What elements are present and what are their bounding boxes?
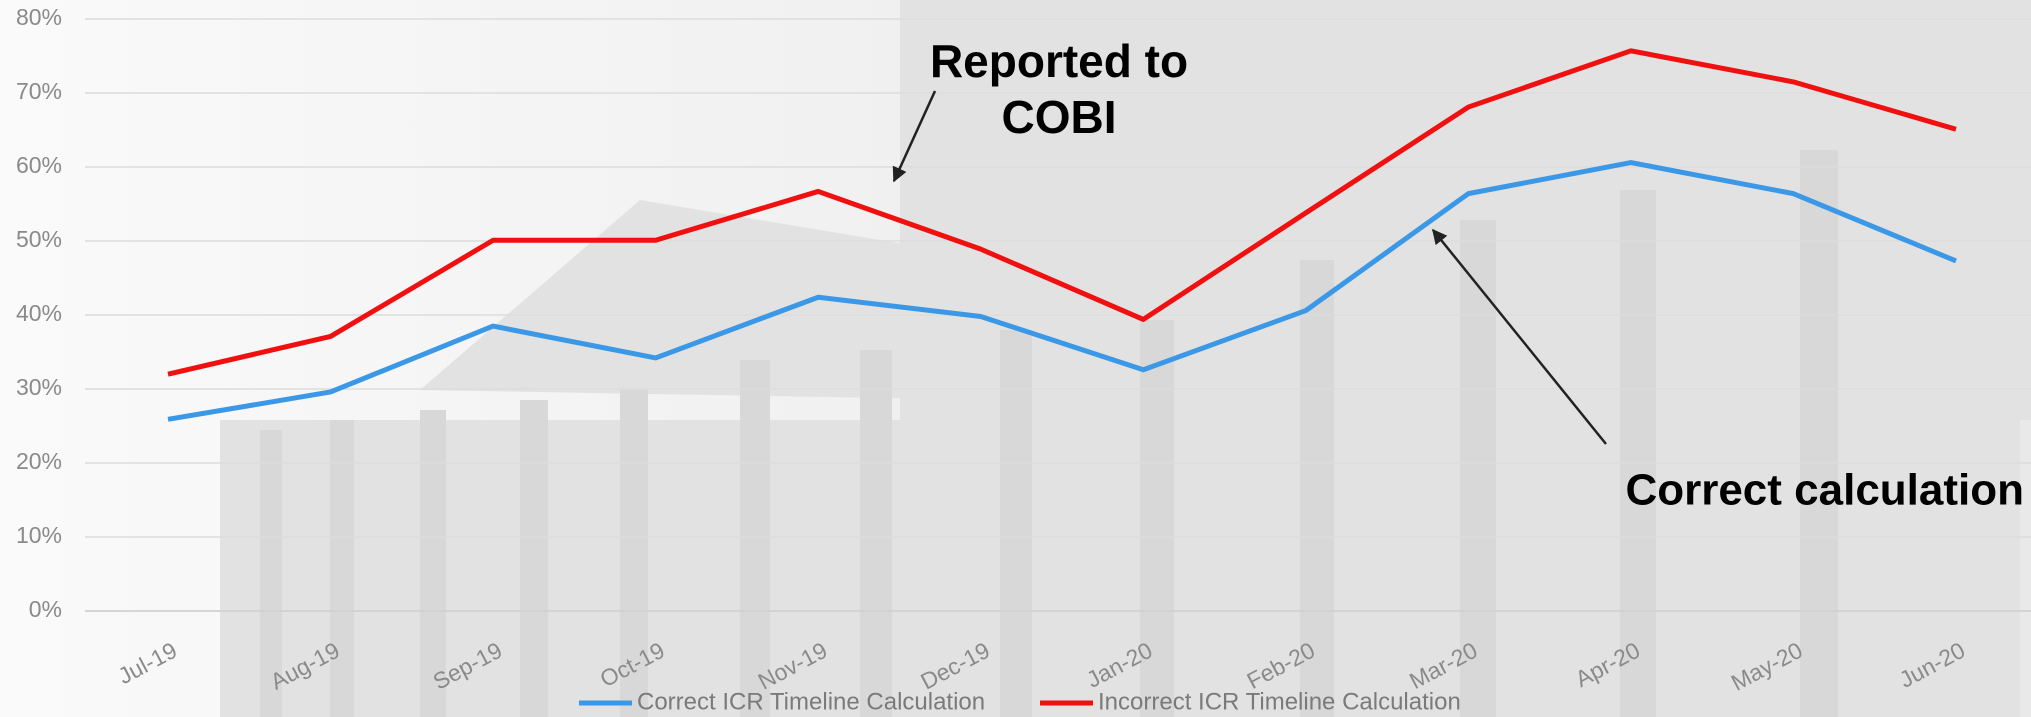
y-tick-label: 50% (16, 226, 62, 252)
y-tick-label: 0% (29, 596, 62, 622)
annotation: COBI (1002, 91, 1117, 143)
annotation: Correct calculation (1625, 466, 2024, 515)
chart: 0%10%20%30%40%50%60%70%80%Jul-19Aug-19Se… (0, 0, 2031, 717)
annotation: Reported to (930, 35, 1188, 87)
legend-label: Incorrect ICR Timeline Calculation (1098, 688, 1461, 715)
y-tick-label: 60% (16, 152, 62, 178)
y-tick-label: 70% (16, 78, 62, 104)
legend-label: Correct ICR Timeline Calculation (637, 688, 985, 715)
y-tick-label: 80% (16, 4, 62, 30)
y-tick-label: 40% (16, 300, 62, 326)
y-tick-label: 30% (16, 374, 62, 400)
y-tick-label: 20% (16, 448, 62, 474)
y-tick-label: 10% (16, 522, 62, 548)
